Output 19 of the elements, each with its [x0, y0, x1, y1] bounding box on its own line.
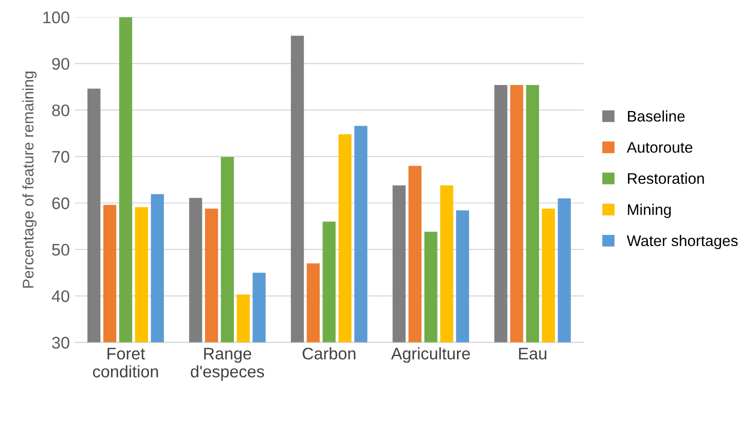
y-tick-label: 70 [52, 150, 70, 163]
y-tick-label: 100 [43, 12, 70, 24]
legend-label: Water shortages [626, 234, 738, 250]
y-axis-title: Percentage of feature remaining [22, 72, 37, 288]
y-tick-label: 60 [52, 197, 70, 210]
x-tick-label: Eau [519, 348, 546, 360]
y-tick-label: 90 [52, 58, 70, 70]
y-tick-label: 30 [52, 336, 70, 349]
x-tick-label: Foret condition [93, 348, 158, 378]
y-tick-label: 50 [52, 244, 70, 256]
x-tick-label: Carbon [302, 347, 356, 360]
legend-label: Autoroute [626, 142, 692, 153]
x-tick-label: Agriculture [391, 347, 470, 363]
y-tick-label: 40 [52, 290, 70, 302]
y-tick-label: 80 [52, 104, 70, 116]
legend-label: Mining [628, 204, 671, 218]
legend-label: Baseline [628, 110, 685, 122]
x-tick-label: Range d'especes [190, 348, 264, 381]
legend-label: Restoration [628, 172, 704, 184]
